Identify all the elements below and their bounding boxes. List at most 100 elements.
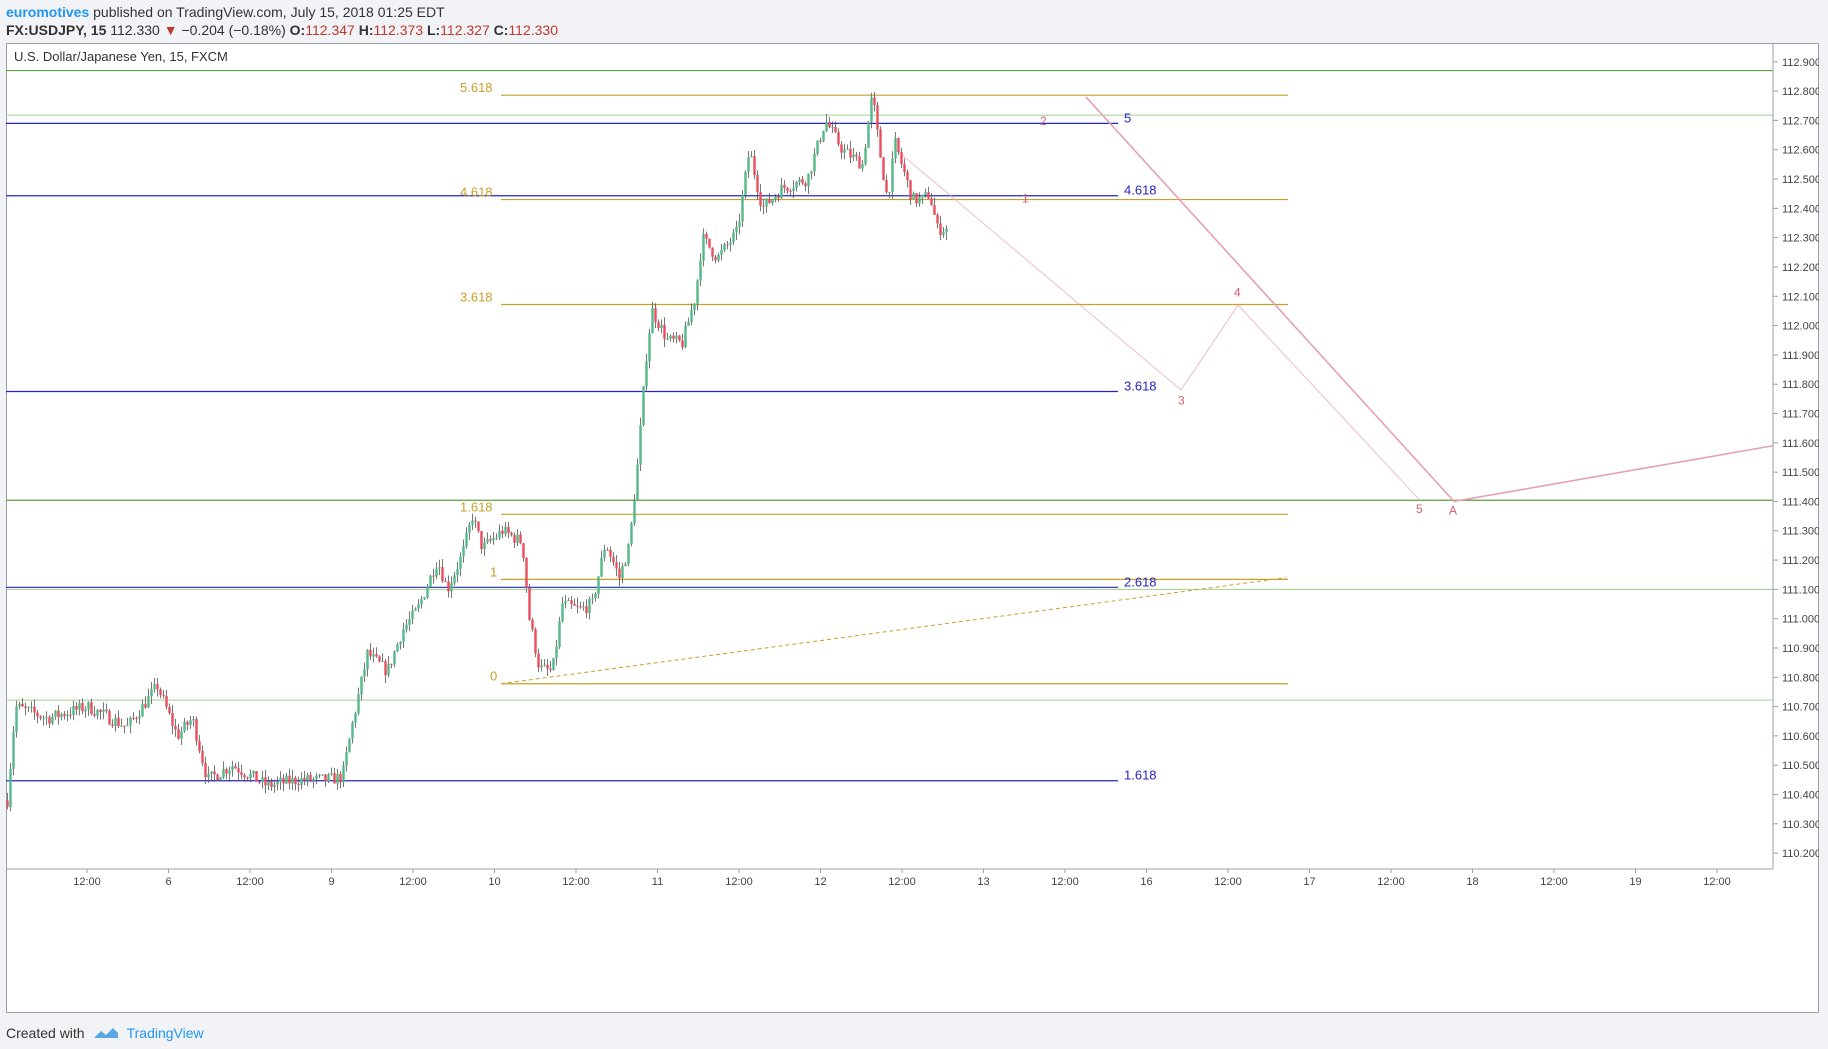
candle-body [99, 709, 102, 713]
candle-body [42, 717, 45, 719]
candle-body [942, 232, 945, 235]
candle-body [846, 148, 849, 150]
down-arrow-icon: ▼ [163, 22, 178, 38]
candle-body [903, 163, 906, 173]
price-tick-label: 111.800 [1782, 379, 1819, 391]
candle-body [789, 190, 792, 192]
candle-body [630, 523, 633, 545]
candle-body [312, 778, 315, 781]
chart-frame[interactable] [6, 43, 1819, 1013]
author-link[interactable]: euromotives [6, 4, 90, 20]
candle-body [336, 773, 339, 784]
candle-body [399, 641, 402, 645]
price-tick-label: 112.700 [1782, 115, 1819, 127]
candle-body [564, 600, 567, 604]
price-tick-label: 110.900 [1782, 643, 1819, 655]
candle-body [921, 194, 924, 198]
symbol-info: FX:USDJPY, 15 112.330 ▼ −0.204 (−0.18%) … [6, 22, 558, 38]
candle-body [231, 766, 234, 771]
candle-body [21, 703, 24, 707]
candle-body [750, 156, 753, 158]
time-tick-label: 10 [488, 876, 500, 888]
candle-body [873, 97, 876, 106]
candle-body [675, 335, 678, 339]
time-tick-label: 12:00 [73, 876, 101, 888]
chart-title: U.S. Dollar/Japanese Yen, 15, FXCM [14, 49, 228, 64]
candle-body [414, 608, 417, 611]
candle-body [723, 244, 726, 251]
high-label: H: [358, 22, 374, 38]
candle-body [651, 308, 654, 334]
fib-gold-label: 5.618 [460, 80, 493, 95]
price-chart[interactable]: U.S. Dollar/Japanese Yen, 15, FXCM 5 4.61… [6, 43, 1819, 1013]
candle-body [837, 131, 840, 145]
fib-blue-label: 4.618 [1124, 183, 1157, 198]
published-text: published on TradingView.com, July 15, 2… [93, 4, 445, 20]
candle-body [423, 597, 426, 600]
candle-body [378, 656, 381, 662]
price-tick-label: 110.400 [1782, 790, 1819, 802]
candle-body [102, 709, 105, 713]
candle-body [669, 335, 672, 339]
candle-body [912, 193, 915, 200]
publish-info: euromotives published on TradingView.com… [6, 4, 445, 20]
candle-body [75, 705, 78, 710]
candle-body [825, 122, 828, 131]
candle-body [18, 703, 21, 707]
candle-body [870, 97, 873, 122]
candle-body [612, 556, 615, 563]
candle-body [795, 182, 798, 189]
candle-body [48, 717, 51, 724]
price-tick-label: 110.200 [1782, 848, 1819, 860]
tradingview-link[interactable]: TradingView [126, 1025, 204, 1041]
candle-body [15, 706, 18, 733]
time-tick-label: 17 [1303, 876, 1315, 888]
candle-body [333, 773, 336, 784]
candle-body [441, 567, 444, 582]
candle-body [387, 663, 390, 676]
price-tick-label: 111.300 [1782, 526, 1819, 538]
candle-body [324, 774, 327, 782]
candle-body [828, 122, 831, 128]
candle-body [87, 702, 90, 710]
price-tick-label: 111.400 [1782, 496, 1819, 508]
price-tick-label: 111.900 [1782, 350, 1819, 362]
candle-body [510, 532, 513, 536]
time-tick-label: 12:00 [725, 876, 753, 888]
candle-body [597, 576, 600, 594]
price-tick-label: 112.200 [1782, 262, 1819, 274]
candle-body [267, 781, 270, 786]
wave-label: 5 [1416, 502, 1423, 516]
time-tick-label: 12:00 [562, 876, 590, 888]
candle-body [663, 324, 666, 339]
candle-body [468, 524, 471, 533]
candle-body [768, 198, 771, 203]
candle-body [813, 153, 816, 172]
candle-body [822, 130, 825, 142]
last-price: 112.330 [110, 22, 160, 38]
candle-body [426, 586, 429, 598]
wave-label: 2 [1040, 114, 1047, 128]
price-tick-label: 112.500 [1782, 174, 1819, 186]
candle-body [225, 769, 228, 774]
candle-body [390, 663, 393, 665]
candle-body [849, 148, 852, 158]
candle-body [339, 773, 342, 783]
candle-body [396, 644, 399, 652]
high-value: 112.373 [373, 22, 424, 38]
candle-body [147, 695, 150, 708]
candle-body [306, 774, 309, 781]
candle-body [588, 599, 591, 614]
candle-body [888, 192, 891, 194]
candle-body [294, 777, 297, 785]
candle-body [465, 532, 468, 547]
candle-body [672, 335, 675, 339]
candle-body [804, 183, 807, 187]
candle-body [285, 775, 288, 784]
candle-body [840, 144, 843, 153]
candle-body [462, 546, 465, 557]
candle-body [918, 197, 921, 204]
candle-body [717, 254, 720, 261]
price-change: −0.204 (−0.18%) [181, 22, 286, 38]
candle-body [543, 664, 546, 666]
